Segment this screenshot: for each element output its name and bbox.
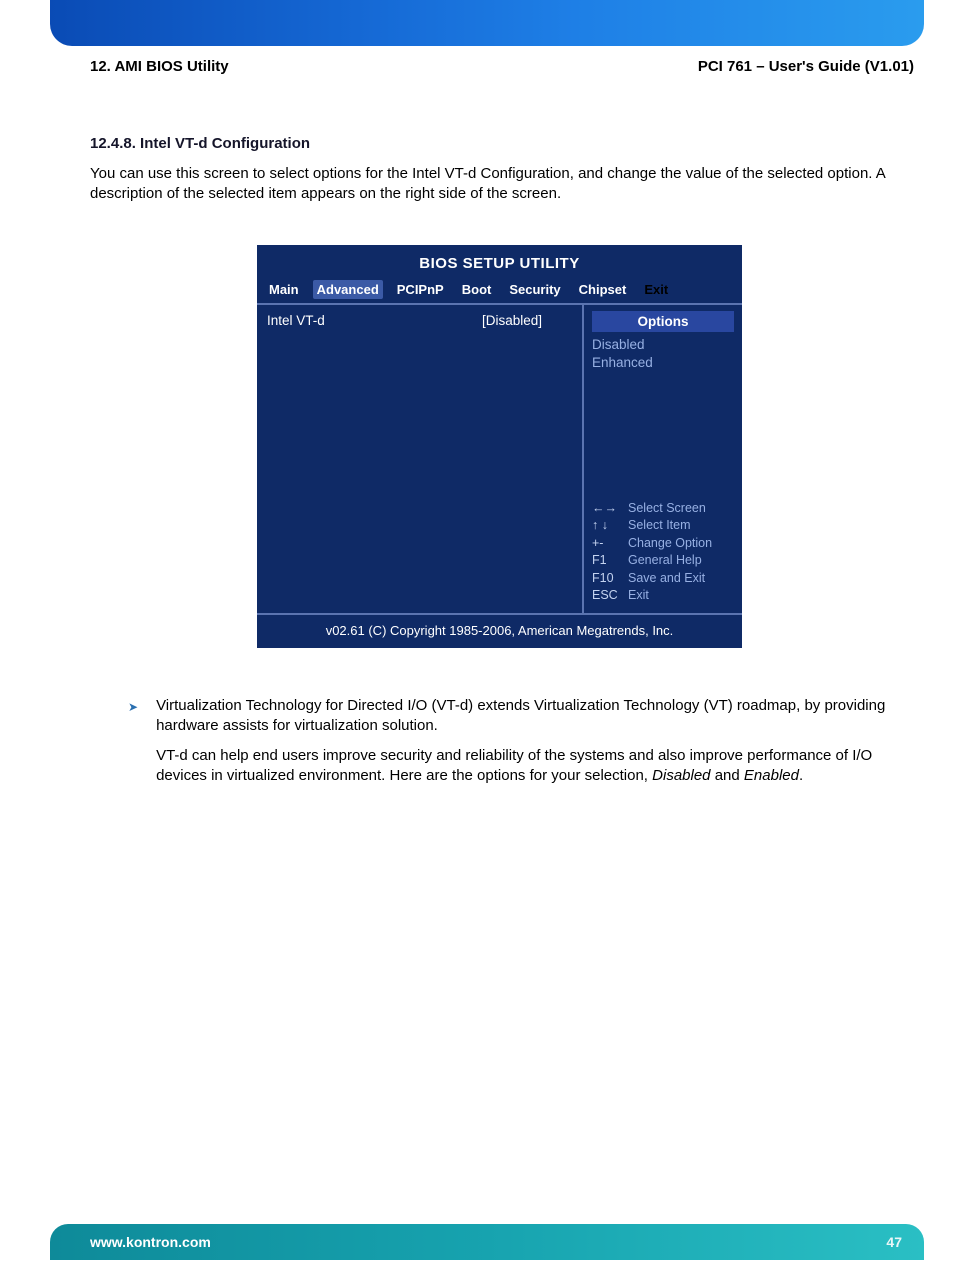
option-disabled[interactable]: Disabled (592, 336, 734, 354)
nav-text: Select Screen (628, 500, 706, 518)
tab-main[interactable]: Main (265, 280, 303, 299)
bullet-text: Virtualization Technology for Directed I… (156, 696, 909, 797)
nav-key: ←→ (592, 500, 628, 518)
bullet-para-2: VT-d can help end users improve security… (156, 746, 909, 787)
bios-body: Intel VT-d [Disabled] Options Disabled E… (257, 303, 742, 613)
option-enhanced[interactable]: Enhanced (592, 354, 734, 372)
nav-key: +- (592, 535, 628, 553)
nav-text: Save and Exit (628, 570, 705, 588)
tab-security[interactable]: Security (505, 280, 564, 299)
text: and (711, 767, 744, 784)
content-area: 12.4.8. Intel VT-d Configuration You can… (90, 135, 909, 797)
text: . (799, 767, 803, 784)
nav-key: ↑ ↓ (592, 517, 628, 535)
footer-url: www.kontron.com (90, 1234, 211, 1250)
bios-tabs: Main Advanced PCIPnP Boot Security Chips… (257, 280, 742, 303)
option-italic: Enabled (744, 767, 799, 784)
bios-copyright: v02.61 (C) Copyright 1985-2006, American… (257, 613, 742, 648)
tab-boot[interactable]: Boot (458, 280, 496, 299)
option-italic: Disabled (652, 767, 710, 784)
options-header: Options (592, 311, 734, 332)
bios-nav-help: ←→Select Screen ↑ ↓Select Item +-Change … (592, 500, 734, 605)
tab-advanced[interactable]: Advanced (313, 280, 383, 299)
tab-pcipnp[interactable]: PCIPnP (393, 280, 448, 299)
top-banner (50, 0, 924, 46)
bios-side-panel: Options Disabled Enhanced ←→Select Scree… (582, 305, 742, 613)
page-number: 47 (886, 1234, 902, 1250)
section-title: 12.4.8. Intel VT-d Configuration (90, 135, 909, 152)
bios-setting-label: Intel VT-d (267, 313, 325, 605)
chevron-right-icon: ➤ (128, 696, 138, 797)
page-header: 12. AMI BIOS Utility PCI 761 – User's Gu… (90, 58, 914, 75)
bios-setting-row[interactable]: Intel VT-d [Disabled] (257, 305, 582, 613)
header-right: PCI 761 – User's Guide (V1.01) (698, 58, 914, 75)
tab-chipset[interactable]: Chipset (575, 280, 631, 299)
nav-text: Change Option (628, 535, 712, 553)
nav-text: Select Item (628, 517, 691, 535)
bios-options-box: Options Disabled Enhanced (592, 311, 734, 372)
tab-exit[interactable]: Exit (640, 280, 672, 299)
section-intro: You can use this screen to select option… (90, 164, 909, 205)
nav-key: F1 (592, 552, 628, 570)
bios-setting-value: [Disabled] (482, 313, 572, 605)
bios-screenshot: BIOS SETUP UTILITY Main Advanced PCIPnP … (90, 245, 909, 648)
bios-title: BIOS SETUP UTILITY (257, 245, 742, 280)
nav-key: ESC (592, 587, 628, 605)
header-left: 12. AMI BIOS Utility (90, 58, 229, 75)
bullet-para-1: Virtualization Technology for Directed I… (156, 696, 909, 737)
bottom-banner: www.kontron.com 47 (50, 1224, 924, 1260)
bios-window: BIOS SETUP UTILITY Main Advanced PCIPnP … (257, 245, 742, 648)
nav-text: Exit (628, 587, 649, 605)
nav-key: F10 (592, 570, 628, 588)
nav-text: General Help (628, 552, 702, 570)
options-list: Disabled Enhanced (592, 336, 734, 372)
bullet-block: ➤ Virtualization Technology for Directed… (128, 696, 909, 797)
